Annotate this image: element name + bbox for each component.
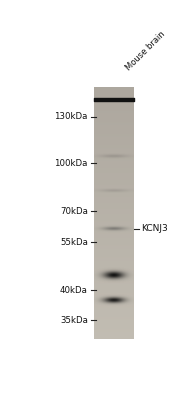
Text: 55kDa: 55kDa xyxy=(60,238,88,247)
Text: 130kDa: 130kDa xyxy=(54,112,88,122)
Text: 70kDa: 70kDa xyxy=(60,206,88,216)
Text: KCNJ3: KCNJ3 xyxy=(141,224,167,233)
Text: Mouse brain: Mouse brain xyxy=(124,30,167,73)
Text: 40kDa: 40kDa xyxy=(60,286,88,295)
Text: 100kDa: 100kDa xyxy=(54,159,88,168)
Text: 35kDa: 35kDa xyxy=(60,316,88,325)
